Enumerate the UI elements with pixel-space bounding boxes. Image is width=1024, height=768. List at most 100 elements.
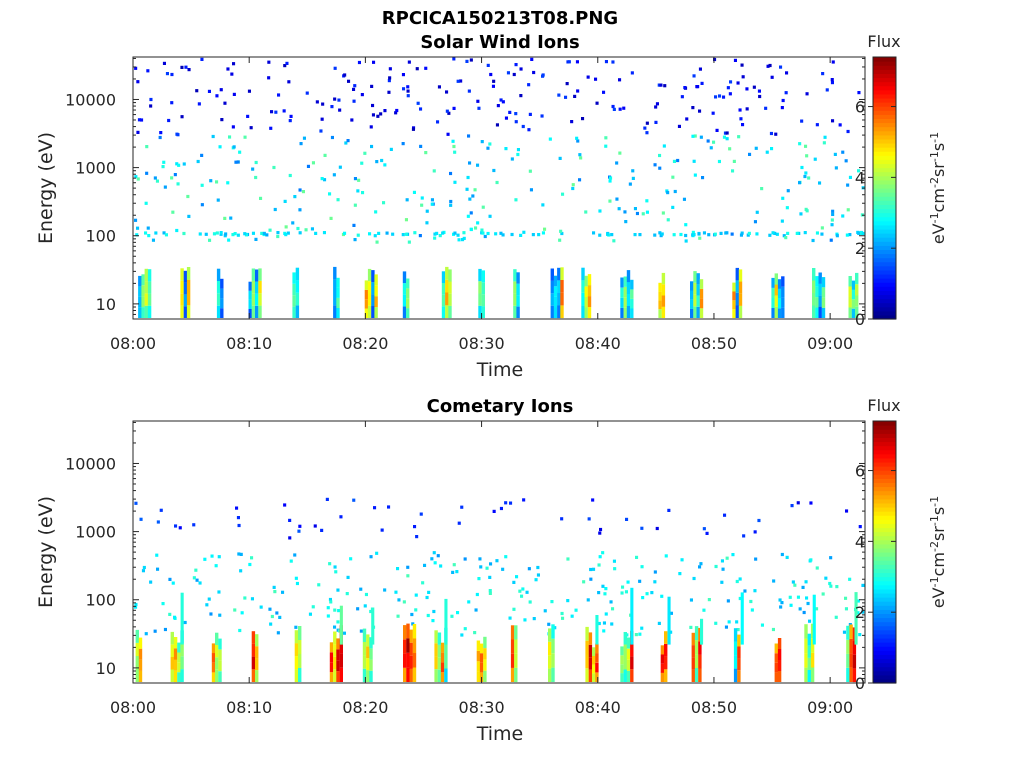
heatmap-cell: [516, 152, 520, 157]
heatmap-cell: [804, 638, 808, 654]
heatmap-cell: [548, 668, 552, 682]
heatmap-cell: [136, 226, 140, 230]
heatmap-cell: [394, 590, 398, 594]
heatmap-cell: [597, 591, 601, 595]
heatmap-cell: [486, 146, 490, 150]
heatmap-cell: [145, 171, 149, 175]
heatmap-cell: [844, 159, 848, 163]
heatmap-cell: [858, 525, 862, 529]
heatmap-cell: [449, 171, 453, 176]
heatmap-cell: [820, 226, 824, 230]
heatmap-cell: [626, 648, 631, 660]
heatmap-cell: [625, 517, 629, 521]
colorbar-step: [873, 224, 896, 230]
colorbar-step: [873, 126, 896, 132]
heatmap-cell: [284, 225, 288, 229]
heatmap-cell: [758, 94, 762, 99]
heatmap-cell: [388, 67, 392, 71]
heatmap-cell: [495, 123, 499, 127]
heatmap-cell: [376, 114, 380, 118]
heatmap-cell: [712, 140, 716, 144]
heatmap-cell: [693, 134, 697, 138]
heatmap-cell: [738, 293, 743, 306]
heatmap-cell: [170, 101, 174, 105]
panel-cometary: Cometary Ions 08:00 08:10 08:20 08:30 08:40 0…: [35, 396, 948, 745]
heatmap-cell: [451, 570, 455, 574]
heatmap-cell: [401, 73, 405, 77]
heatmap-cell: [587, 274, 592, 286]
heatmap-cell: [640, 626, 644, 630]
heatmap-cell: [368, 232, 372, 236]
colorbar-step: [873, 110, 896, 115]
heatmap-cell: [313, 524, 317, 528]
heatmap-cell: [457, 238, 461, 242]
heatmap-cell: [226, 67, 230, 71]
heatmap-cell: [851, 280, 856, 290]
heatmap-cell: [198, 581, 202, 585]
heatmap-cell: [333, 279, 337, 293]
heatmap-cell: [292, 306, 296, 318]
colorbar-step: [873, 220, 896, 226]
heatmap-cell: [807, 633, 811, 646]
colorbar-step: [873, 470, 896, 475]
heatmap-cell: [232, 92, 236, 96]
colorbar-tick-label: 2: [855, 239, 865, 258]
heatmap-cell: [488, 575, 492, 579]
heatmap-cell: [635, 555, 639, 559]
heatmap-cell: [620, 646, 624, 656]
heatmap-cell: [666, 218, 670, 222]
heatmap-cell: [592, 231, 596, 235]
colorbar-step: [873, 441, 896, 447]
heatmap-cell: [388, 76, 392, 80]
heatmap-cell: [453, 231, 457, 235]
heatmap-cell: [495, 180, 499, 185]
heatmap-cell: [434, 669, 438, 682]
heatmap-cell: [336, 649, 340, 661]
heatmap-cell: [452, 57, 456, 61]
colorbar-step: [873, 106, 896, 111]
heatmap-cell: [671, 205, 675, 209]
heatmap-cell: [594, 77, 598, 81]
colorbar-step: [873, 290, 896, 296]
heatmap-cell: [550, 600, 554, 604]
heatmap-cell: [579, 156, 583, 160]
heatmap-cell: [437, 657, 442, 670]
colorbar-step: [873, 73, 896, 79]
heatmap-cell: [510, 625, 515, 640]
heatmap-cell: [298, 640, 302, 654]
heatmap-cell: [268, 228, 272, 232]
y-tick-label: 1000: [75, 159, 116, 178]
heatmap-cell: [402, 294, 407, 307]
heatmap-cell: [289, 559, 293, 563]
heatmap-cell: [803, 174, 807, 179]
heatmap-cell: [401, 142, 405, 146]
heatmap-cell: [334, 570, 338, 574]
heatmap-cell: [216, 268, 221, 281]
heatmap-cell: [333, 305, 337, 319]
heatmap-cell: [336, 660, 340, 672]
heatmap-cell: [413, 231, 417, 235]
heatmap-cell: [323, 153, 327, 157]
heatmap-cell: [237, 523, 241, 528]
heatmap-cell: [406, 574, 410, 578]
heatmap-cell: [748, 152, 752, 156]
heatmap-cell: [560, 517, 564, 521]
heatmap-cell: [856, 599, 860, 603]
heatmap-cell: [197, 102, 201, 106]
heatmap-cell: [476, 221, 480, 225]
heatmap-cell: [195, 578, 199, 582]
heatmap-cell: [504, 555, 508, 559]
heatmap-cell: [465, 187, 469, 191]
heatmap-cell: [200, 153, 204, 157]
heatmap-cell: [328, 562, 332, 566]
heatmap-cell: [738, 596, 742, 601]
colorbar-tick-label: 6: [855, 462, 865, 481]
heatmap-cell: [849, 653, 853, 668]
colorbar-step: [873, 130, 896, 136]
heatmap-cell: [857, 169, 861, 173]
heatmap-cell: [294, 656, 299, 670]
heatmap-cell: [768, 233, 772, 237]
heatmap-cell: [848, 307, 852, 318]
heatmap-cell: [461, 238, 465, 242]
colorbar-step: [873, 188, 896, 193]
